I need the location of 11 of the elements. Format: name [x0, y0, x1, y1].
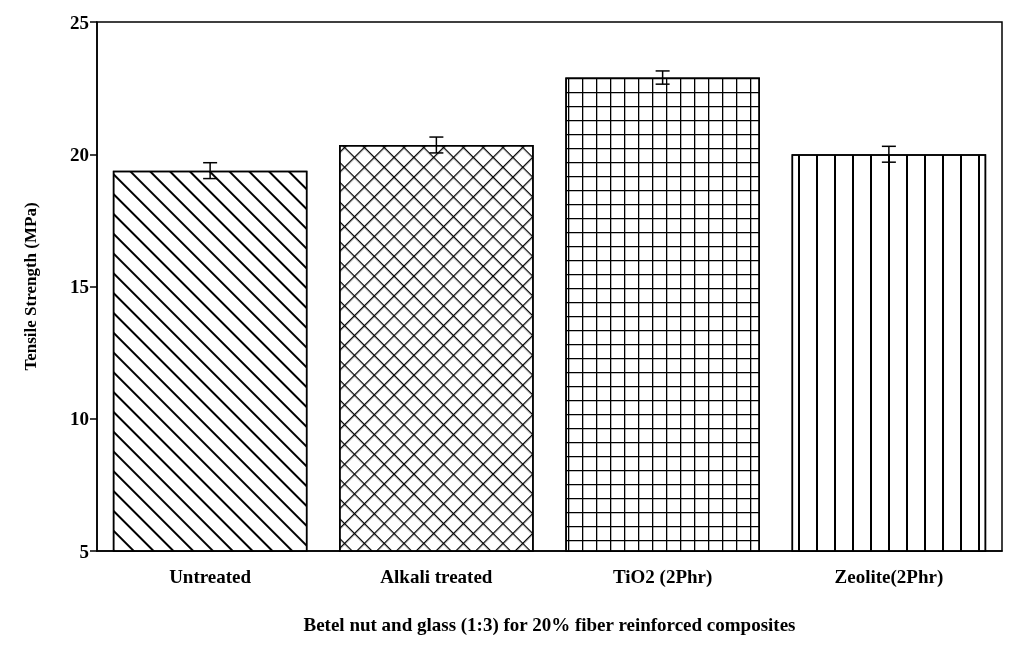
x-tick-label: TiO2 (2Phr) [612, 566, 713, 588]
y-tick-label: 15 [70, 276, 89, 297]
x-tick-label: Zeolite(2Phr) [834, 566, 944, 588]
x-tick-label: Alkali treated [380, 566, 493, 587]
y-tick-label: 25 [70, 11, 89, 33]
y-tick-label: 20 [70, 143, 89, 165]
x-tick-label: Untreated [169, 566, 252, 587]
x-axis-title: Betel nut and glass (1:3) for 20% fiber reinforced composites [303, 614, 796, 636]
y-axis-title: Tensile Strength (MPa) [21, 202, 40, 371]
y-tick-label: 10 [70, 408, 89, 430]
y-tick-label: 5 [79, 540, 89, 562]
